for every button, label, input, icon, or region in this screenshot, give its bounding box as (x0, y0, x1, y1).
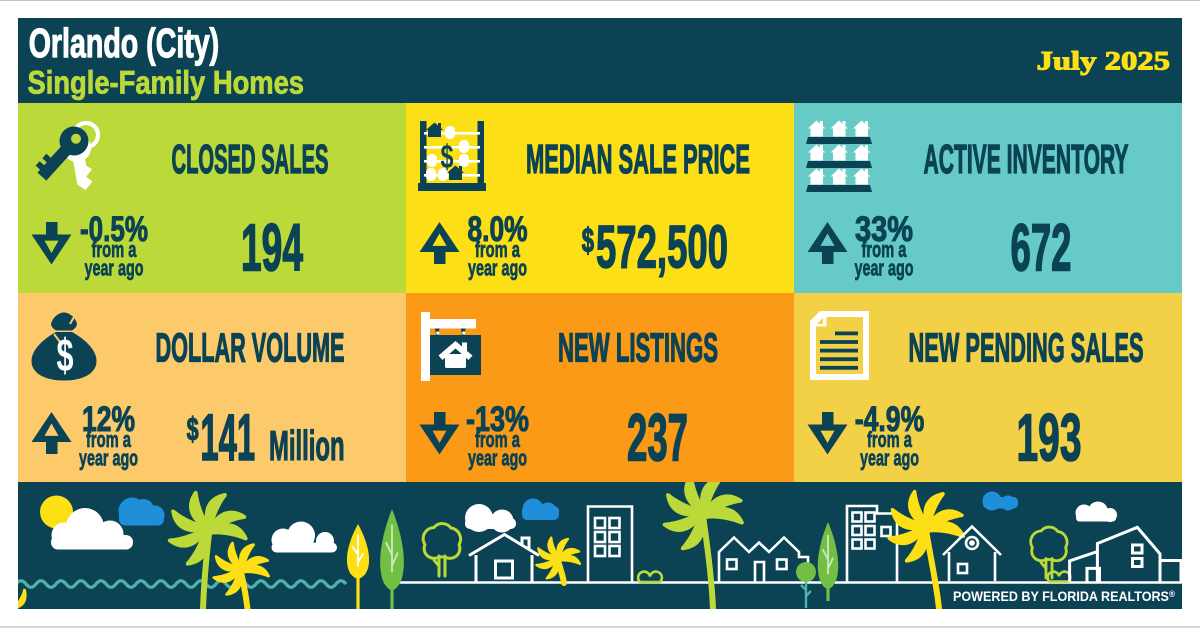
svg-text:POWERED BY FLORIDA REALTORS®: POWERED BY FLORIDA REALTORS® (953, 589, 1175, 604)
svg-text:194: 194 (241, 211, 303, 286)
svg-text:year ago: year ago (468, 256, 527, 281)
svg-text:$: $ (187, 411, 199, 447)
svg-text:237: 237 (627, 401, 688, 476)
svg-text:NEW LISTINGS: NEW LISTINGS (558, 325, 718, 371)
svg-text:-13%: -13% (466, 399, 529, 439)
svg-text:141: 141 (200, 400, 255, 474)
svg-text:Single-Family Homes: Single-Family Homes (28, 64, 305, 101)
svg-text:ACTIVE INVENTORY: ACTIVE INVENTORY (924, 136, 1129, 182)
svg-text:CLOSED SALES: CLOSED SALES (172, 136, 329, 182)
svg-text:572,500: 572,500 (596, 213, 728, 281)
svg-text:NEW PENDING SALES: NEW PENDING SALES (909, 325, 1144, 371)
svg-text:year ago: year ago (855, 256, 914, 281)
svg-text:8.0%: 8.0% (468, 209, 528, 249)
svg-text:from a: from a (92, 237, 137, 262)
svg-text:-4.9%: -4.9% (855, 399, 925, 439)
svg-text:from a: from a (862, 237, 907, 262)
svg-text:year ago: year ago (860, 446, 919, 471)
svg-text:-0.5%: -0.5% (80, 209, 148, 249)
svg-text:$: $ (582, 222, 594, 260)
svg-text:year ago: year ago (79, 446, 138, 471)
svg-text:year ago: year ago (85, 256, 144, 281)
svg-text:year ago: year ago (468, 446, 527, 471)
svg-text:DOLLAR VOLUME: DOLLAR VOLUME (156, 325, 345, 371)
svg-text:from a: from a (867, 427, 912, 452)
svg-text:12%: 12% (82, 399, 135, 439)
svg-text:$: $ (57, 329, 74, 381)
svg-text:$: $ (441, 138, 454, 175)
svg-text:from a: from a (475, 427, 520, 452)
svg-text:193: 193 (1017, 401, 1082, 476)
svg-text:from a: from a (475, 237, 520, 262)
svg-text:July 2025: July 2025 (1037, 46, 1171, 76)
svg-text:Million: Million (269, 422, 345, 469)
svg-text:33%: 33% (855, 209, 913, 249)
svg-text:Orlando (City): Orlando (City) (29, 20, 220, 66)
svg-text:MEDIAN SALE PRICE: MEDIAN SALE PRICE (526, 136, 750, 182)
svg-text:672: 672 (1011, 211, 1072, 286)
svg-text:from a: from a (86, 427, 131, 452)
